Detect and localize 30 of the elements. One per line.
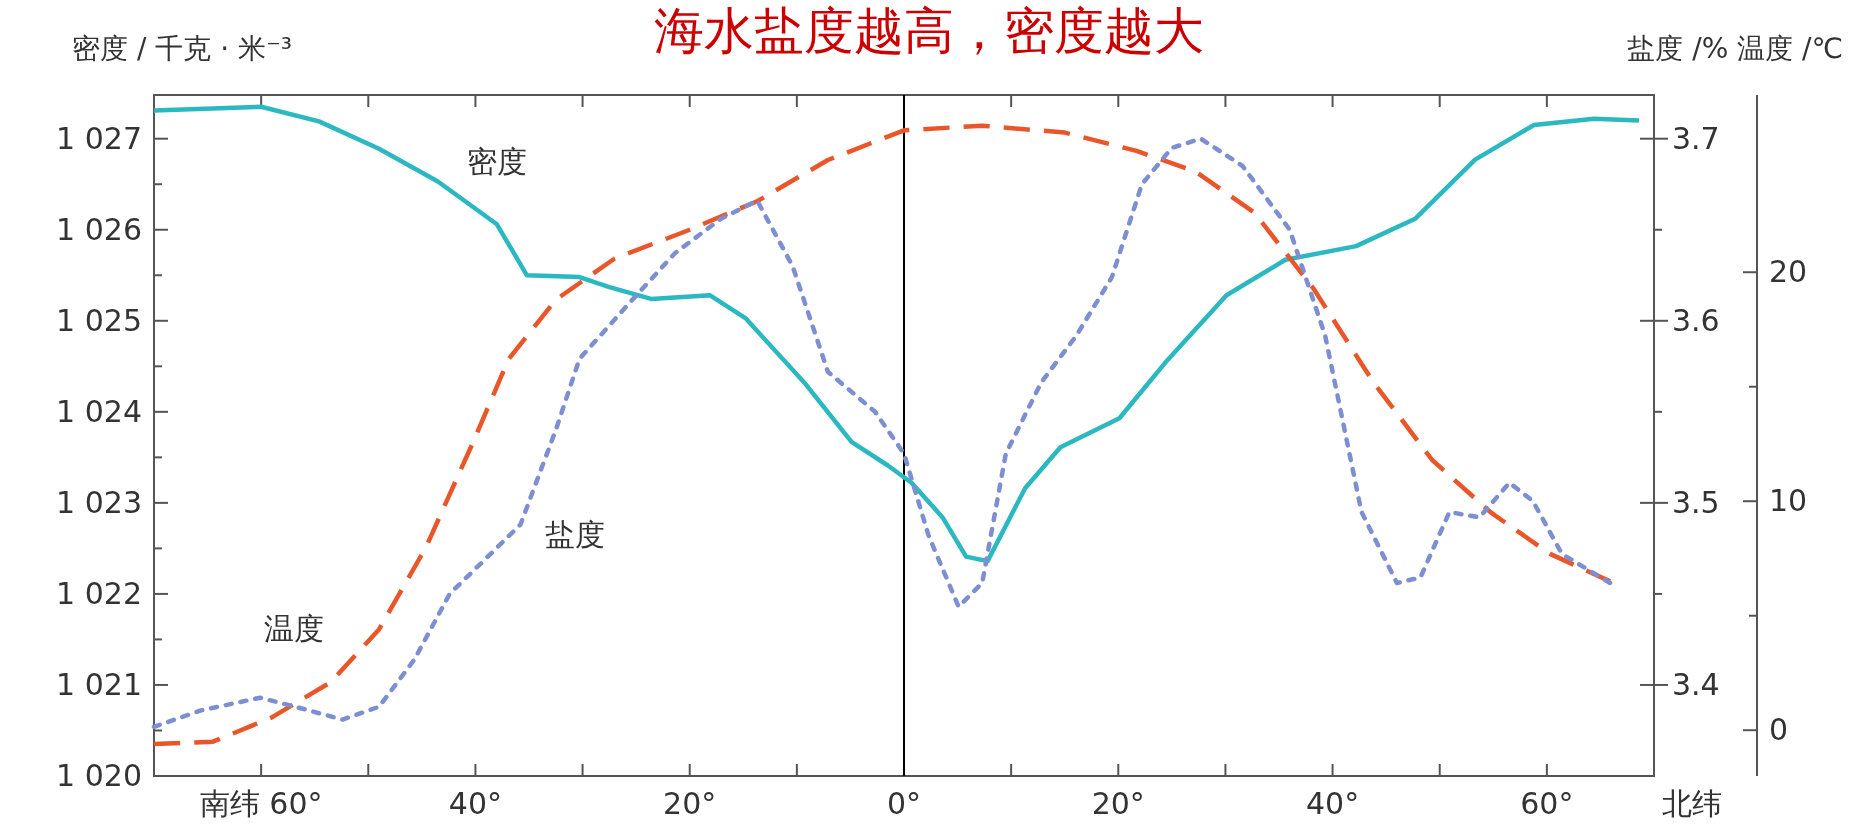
- line-series: [151, 104, 1642, 564]
- y-tick-label: 1 025: [56, 302, 142, 338]
- y-tick-label: 1 021: [56, 666, 142, 702]
- y2-tick-label: 3.6: [1672, 302, 1720, 338]
- x-tick-label: 南纬 60°: [199, 786, 323, 821]
- y-tick-label: 1 027: [56, 120, 142, 156]
- x-tick-label: 60°: [1520, 786, 1574, 821]
- y3-tick-label: 20: [1769, 254, 1808, 290]
- y-tick-label: 1 022: [56, 575, 142, 611]
- x-tick-label: 40°: [1305, 786, 1360, 821]
- y2-tick-label: 3.4: [1672, 666, 1720, 702]
- chart-title: 海水盐度越高，密度越大: [653, 2, 1204, 60]
- text: 北纬: [1662, 786, 1722, 821]
- y3-tick-label: 10: [1769, 483, 1808, 519]
- y2-tick-label: 3.5: [1672, 484, 1720, 520]
- y2-tick-label: 3.7: [1672, 120, 1720, 156]
- y-axis-title: 密度 / 千克 · 米⁻³: [72, 32, 292, 65]
- series-label: 盐度: [545, 516, 606, 552]
- y-tick-label: 1 026: [56, 211, 142, 247]
- y-tick-label: 1 024: [56, 393, 142, 429]
- x-tick-label: 20°: [663, 786, 717, 821]
- series-label: 温度: [264, 611, 324, 647]
- x-tick-label: 40°: [448, 786, 503, 821]
- x-tick-label: 0°: [886, 786, 922, 821]
- y3-tick-label: 0: [1769, 712, 1789, 748]
- series-label: 密度: [466, 144, 527, 180]
- y-tick-label: 1 020: [56, 758, 142, 793]
- text: 盐度 /% 温度 /℃: [1627, 32, 1843, 65]
- x-tick-label: 20°: [1091, 786, 1145, 821]
- y-tick-label: 1 023: [56, 484, 142, 520]
